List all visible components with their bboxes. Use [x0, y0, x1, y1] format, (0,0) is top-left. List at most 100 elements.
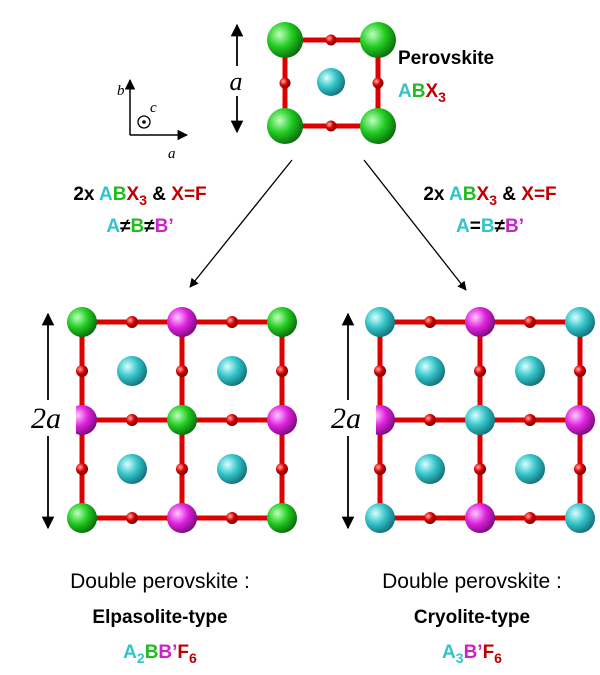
b-prime-atom: [465, 307, 495, 337]
x-atom: [325, 34, 337, 46]
symbol: A: [456, 216, 470, 237]
x-atom: [474, 365, 486, 377]
text: ≠: [495, 216, 506, 237]
text: X=F: [171, 184, 206, 205]
x-atom: [524, 414, 536, 426]
text: Elpasolite-type: [92, 607, 227, 628]
symbol: B: [412, 81, 426, 102]
structure-name: Cryolite-type: [414, 607, 530, 628]
text: a: [230, 67, 243, 96]
b-site-atom: [365, 307, 395, 337]
b-prime-atom: [465, 503, 495, 533]
symbol: A: [442, 642, 456, 663]
b-site-atom: [565, 307, 595, 337]
x-atom: [325, 120, 337, 132]
b-site-atom: [465, 405, 495, 435]
text: &: [147, 184, 171, 205]
text: Cryolite-type: [414, 607, 530, 628]
subscript: 3: [438, 89, 446, 105]
route-arrow: [363, 159, 467, 291]
text: &: [497, 184, 521, 205]
label-bg: [20, 400, 76, 436]
x-atom: [374, 463, 386, 475]
a-site-atom: [117, 454, 147, 484]
x-atom: [126, 316, 138, 328]
x-atom: [226, 316, 238, 328]
axis-a-label: a: [168, 146, 176, 162]
b-prime-atom: [565, 405, 595, 435]
symbol: F: [177, 642, 189, 663]
caption: Double perovskite :: [382, 570, 562, 593]
caption: Double perovskite :: [70, 570, 250, 593]
text: Perovskite: [398, 48, 494, 69]
route-condition: 2x ABX3 & X=F: [423, 184, 556, 208]
subscript: 3: [139, 192, 147, 208]
b-site-atom: [267, 307, 297, 337]
x-atom: [126, 414, 138, 426]
subscript: 2: [137, 650, 145, 666]
label-bg: [222, 66, 250, 96]
symbol: A: [99, 184, 113, 205]
axis-c-label: c: [150, 100, 157, 116]
text: b: [117, 83, 125, 99]
formula: A3B’F6: [442, 642, 502, 666]
symbol: A: [106, 216, 120, 237]
x-atom: [76, 463, 88, 475]
lattice-label: 2a: [31, 402, 61, 435]
formula: A2BB’F6: [123, 642, 197, 666]
symbol: X: [477, 184, 490, 205]
x-atom: [424, 414, 436, 426]
subscript: 6: [189, 650, 197, 666]
b-site-atom: [360, 108, 396, 144]
b-site-atom: [365, 503, 395, 533]
route-condition: A≠B≠B’: [106, 216, 173, 237]
a-site-atom: [117, 356, 147, 386]
b-site-atom: [267, 108, 303, 144]
x-atom: [279, 77, 291, 89]
b-prime-atom: [167, 307, 197, 337]
x-atom: [574, 365, 586, 377]
text: =: [470, 216, 481, 237]
x-atom: [374, 365, 386, 377]
text: 2x: [73, 184, 99, 205]
route-arrow: [189, 159, 293, 288]
text: Double perovskite :: [70, 570, 250, 593]
symbol: B: [131, 216, 145, 237]
text: c: [150, 100, 157, 116]
a-site-atom: [217, 356, 247, 386]
b-site-atom: [267, 503, 297, 533]
x-atom: [176, 463, 188, 475]
symbol: A: [398, 81, 412, 102]
symbol: X: [127, 184, 140, 205]
b-site-atom: [67, 503, 97, 533]
text: 2a: [331, 402, 361, 435]
x-atom: [276, 463, 288, 475]
subscript: 3: [489, 192, 497, 208]
symbol: B: [463, 184, 477, 205]
structures: [67, 22, 595, 533]
axis-b-label: b: [117, 83, 125, 99]
a-site-atom: [415, 454, 445, 484]
symbol: B: [145, 642, 159, 663]
symbol: B’: [155, 216, 174, 237]
route-condition: 2x ABX3 & X=F: [73, 184, 206, 208]
text: 2x: [423, 184, 449, 205]
b-site-atom: [167, 405, 197, 435]
b-site-atom: [565, 503, 595, 533]
a-site-atom: [515, 356, 545, 386]
b-site-atom: [67, 307, 97, 337]
a-site-atom: [515, 454, 545, 484]
x-atom: [524, 512, 536, 524]
text: ≠: [120, 216, 131, 237]
structure-name: Elpasolite-type: [92, 607, 227, 628]
symbol: X: [425, 81, 438, 102]
text: ≠: [144, 216, 155, 237]
x-atom: [524, 316, 536, 328]
b-prime-atom: [267, 405, 297, 435]
label-bg: [320, 400, 376, 436]
subscript: 3: [456, 650, 464, 666]
x-atom: [424, 316, 436, 328]
x-atom: [176, 365, 188, 377]
